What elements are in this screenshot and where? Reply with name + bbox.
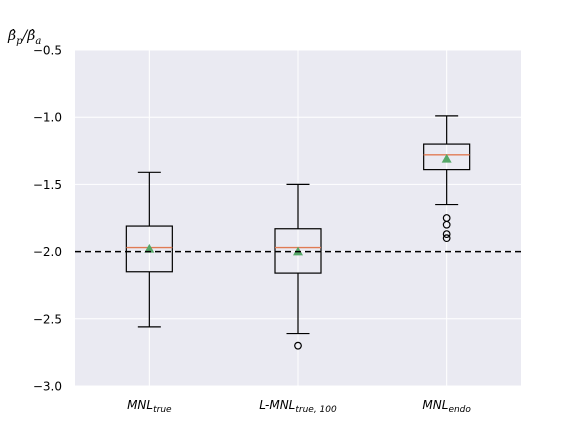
boxes <box>125 115 471 350</box>
y-tick-label: −0.5 <box>33 44 62 58</box>
outlier-point <box>442 234 451 243</box>
iqr-box <box>125 225 173 273</box>
x-tick-label: MNLendo <box>422 398 471 415</box>
box-1 <box>125 171 173 328</box>
outlier-point <box>294 341 302 350</box>
box-2 <box>274 183 322 350</box>
x-axis-ticks: MNLtrue L-MNLtrue, 100 MNLendo <box>127 398 471 415</box>
mean-marker <box>441 153 452 163</box>
y-axis-ticks: −0.5 −1.0 −1.5 −2.0 −2.5 −3.0 <box>33 44 62 394</box>
y-tick-label: −2.5 <box>33 312 62 326</box>
box-3 <box>423 115 471 243</box>
y-tick-label: −1.5 <box>33 178 62 192</box>
y-tick-label: −3.0 <box>33 380 62 394</box>
x-tick-label: L-MNLtrue, 100 <box>259 398 337 415</box>
iqr-box <box>423 143 471 171</box>
x-tick-label: MNLtrue <box>127 398 172 415</box>
outlier-point <box>442 220 451 229</box>
mean-marker <box>144 243 155 253</box>
outlier-point <box>442 230 451 239</box>
y-tick-label: −2.0 <box>33 245 62 259</box>
y-tick-label: −1.0 <box>33 111 62 125</box>
y-axis-label: β̂p/β̂a <box>7 28 41 47</box>
